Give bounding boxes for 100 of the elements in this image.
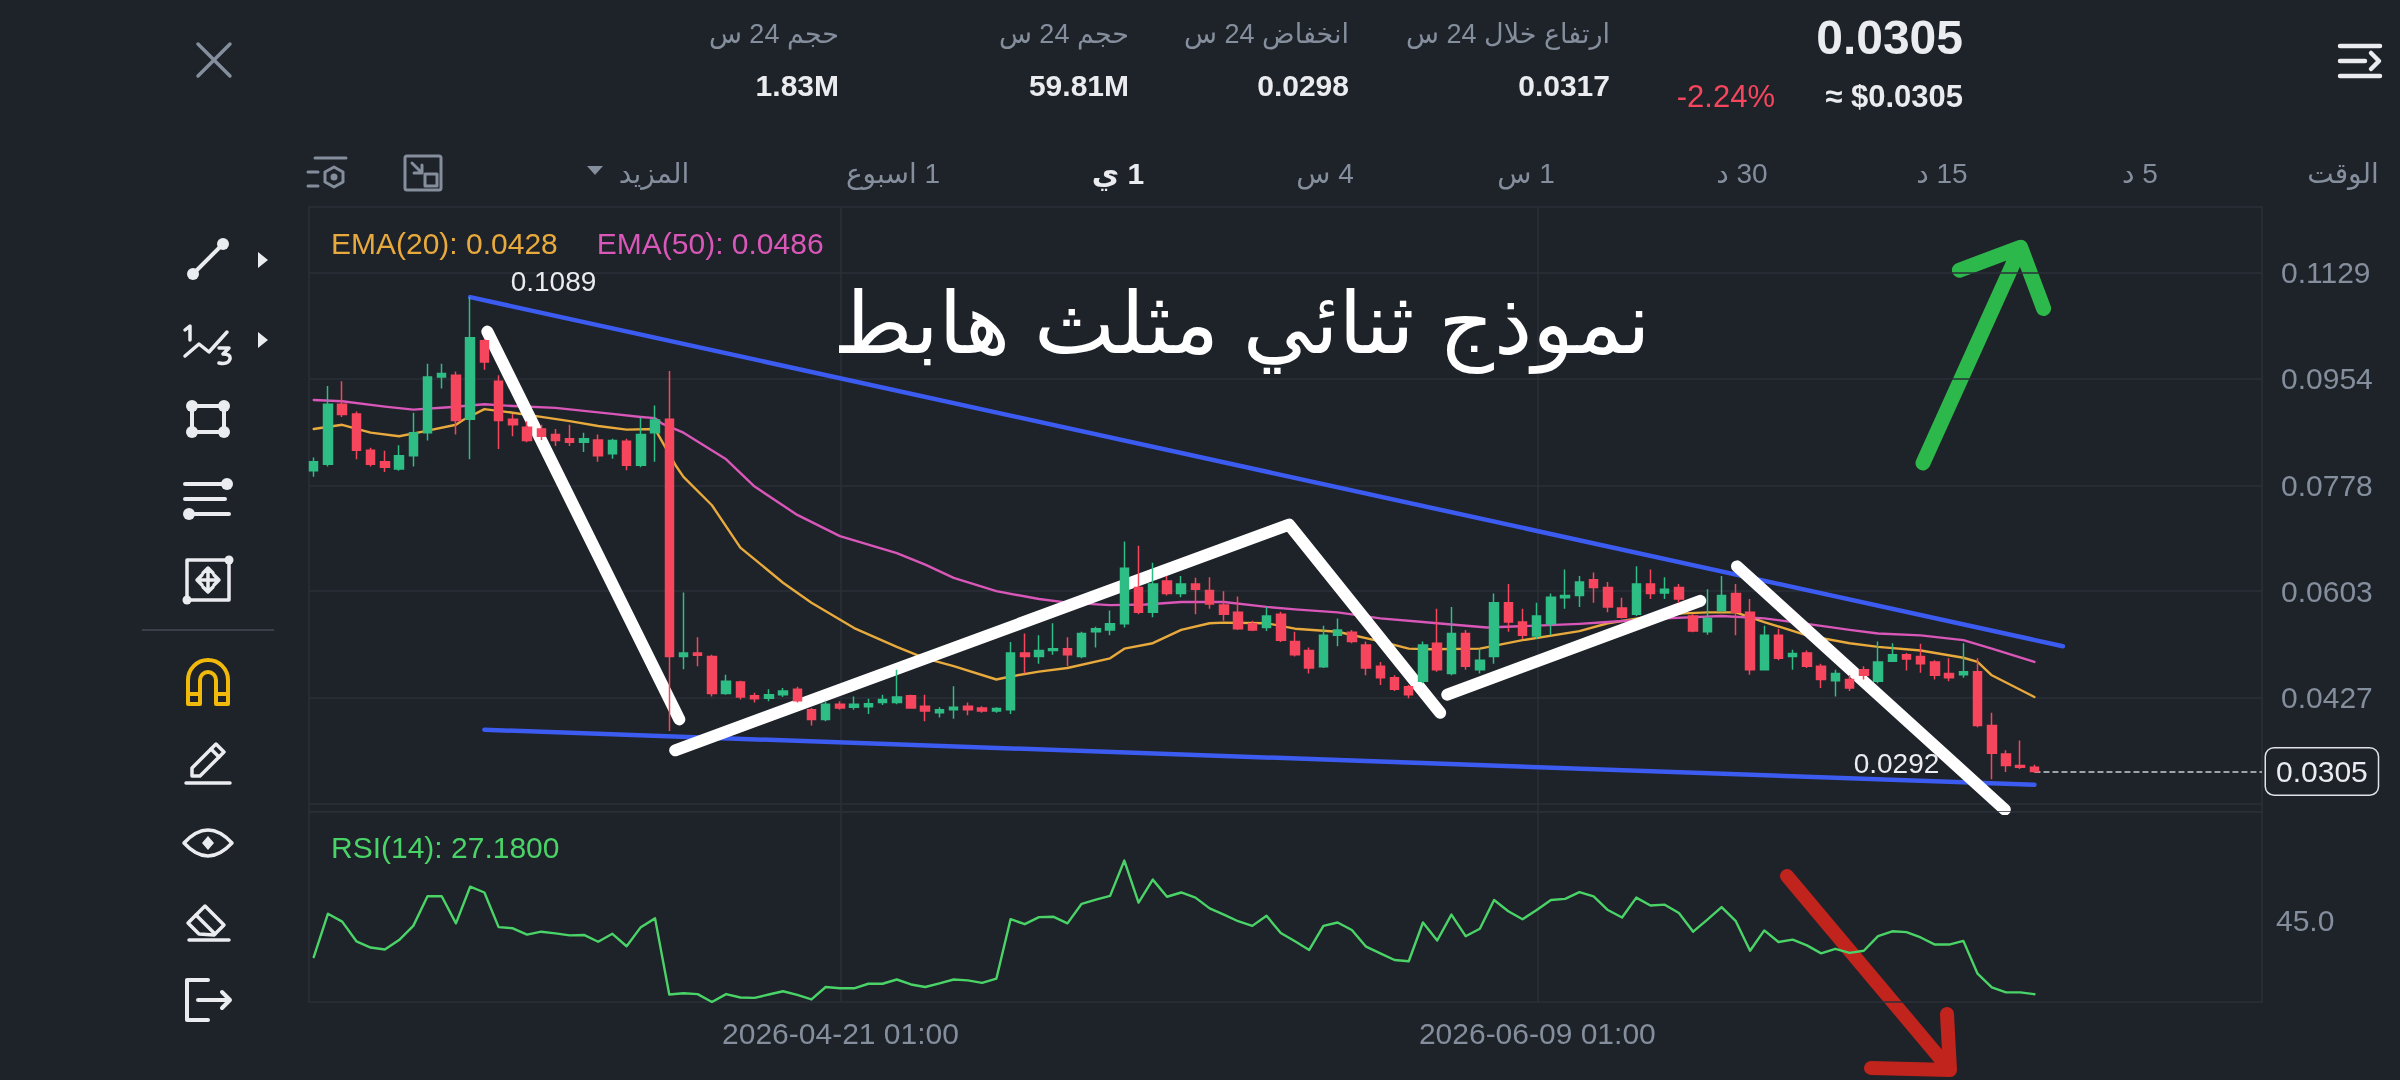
candlestick xyxy=(1417,640,1429,684)
candlestick xyxy=(1204,576,1215,610)
candlestick xyxy=(1588,571,1599,604)
text: 30 د xyxy=(1716,158,1768,189)
candlestick xyxy=(1559,568,1571,610)
candlestick xyxy=(1744,598,1756,676)
y-tick-label: 0.0603 xyxy=(2281,574,2373,608)
annotation: 0.0292 xyxy=(1853,747,1940,779)
candlestick xyxy=(1631,565,1642,617)
candlestick xyxy=(905,693,917,710)
candlestick xyxy=(322,385,334,468)
candlestick xyxy=(408,411,419,468)
candlestick xyxy=(1218,590,1230,622)
candlestick xyxy=(464,296,476,461)
text: -2.24% xyxy=(1676,78,1775,114)
candlestick xyxy=(1602,581,1614,614)
candlestick xyxy=(664,370,675,732)
candlestick xyxy=(1360,640,1372,677)
candlestick xyxy=(1047,622,1059,656)
candlestick xyxy=(934,706,945,719)
candlestick xyxy=(564,424,575,447)
candlestick xyxy=(1801,649,1813,669)
candlestick xyxy=(1190,577,1201,615)
text: EMA(20): 0.0428 xyxy=(331,226,558,260)
candlestick xyxy=(1247,620,1258,632)
candlestick xyxy=(735,679,746,701)
candlestick xyxy=(1702,588,1713,636)
candlestick xyxy=(763,688,775,703)
text: الوقت xyxy=(2307,158,2379,189)
candlestick xyxy=(1175,575,1187,598)
candlestick xyxy=(1915,643,1926,674)
text: 1 ي xyxy=(1091,157,1145,190)
candlestick xyxy=(948,685,959,720)
candlestick xyxy=(1759,624,1770,672)
candlestick xyxy=(749,692,760,704)
candlestick xyxy=(692,636,703,667)
candlestick xyxy=(792,686,803,704)
candlestick xyxy=(1545,592,1557,637)
text: حجم 24 س xyxy=(708,18,839,49)
text: 59.81M xyxy=(1028,69,1129,102)
candlestick xyxy=(1332,617,1343,647)
text: 1 اسبوع xyxy=(845,158,941,189)
text: انخفاض 24 س xyxy=(1184,18,1349,49)
candlestick xyxy=(1232,595,1244,631)
candlestick xyxy=(1815,663,1827,689)
text: 0.0298 xyxy=(1257,69,1349,102)
candlestick xyxy=(1147,561,1159,618)
candlestick xyxy=(1986,712,1998,781)
candlestick xyxy=(308,456,319,478)
candlestick xyxy=(777,687,789,698)
text: 1.83M xyxy=(755,69,839,102)
text: 0.0317 xyxy=(1518,69,1610,102)
x-tick-label: 2026-04-21 01:00 xyxy=(722,1016,959,1050)
candlestick xyxy=(1474,647,1486,675)
candlestick xyxy=(1645,568,1656,600)
text: 15 د xyxy=(1916,158,1968,189)
candlestick xyxy=(1716,575,1727,614)
text: 1 س xyxy=(1497,158,1555,189)
candlestick xyxy=(1119,540,1130,629)
annotation: 0.1089 xyxy=(510,265,597,297)
candlestick xyxy=(1687,613,1699,634)
candlestick xyxy=(1616,597,1628,620)
candlestick xyxy=(1133,545,1144,615)
candlestick xyxy=(1076,630,1087,660)
candlestick xyxy=(1033,634,1045,665)
candlestick xyxy=(1446,606,1457,677)
candlestick xyxy=(962,701,974,716)
candlestick xyxy=(479,338,490,371)
text: 0.0305 xyxy=(1816,11,1963,64)
candlestick xyxy=(1531,601,1542,640)
text: ارتفاع خلال 24 س xyxy=(1406,18,1610,49)
y-tick-label: 0.0427 xyxy=(2281,681,2373,715)
candlestick xyxy=(1431,607,1443,673)
candlestick xyxy=(891,669,903,706)
candlestick xyxy=(1659,576,1670,600)
candlestick xyxy=(919,693,931,722)
candlestick xyxy=(1929,659,1941,681)
x-tick-label: 2026-06-09 01:00 xyxy=(1418,1016,1656,1050)
text: ≈ $0.0305 xyxy=(1825,78,1963,114)
candlestick xyxy=(507,413,519,438)
y-tick-label: 0.1129 xyxy=(2281,256,2371,290)
candlestick xyxy=(1901,652,1912,672)
candlestick xyxy=(1318,624,1329,669)
candlestick xyxy=(1104,609,1116,637)
candlestick xyxy=(1403,684,1414,700)
candlestick xyxy=(351,410,362,461)
candlestick xyxy=(521,420,533,444)
candlestick xyxy=(1303,646,1315,675)
candlestick xyxy=(1773,627,1784,661)
candlestick xyxy=(1005,641,1016,715)
candlestick xyxy=(1872,640,1884,684)
text: 45.0 xyxy=(2276,903,2335,937)
candlestick xyxy=(1460,629,1471,671)
candlestick xyxy=(706,653,718,698)
candlestick xyxy=(607,437,618,460)
candlestick xyxy=(1062,636,1073,667)
candlestick xyxy=(1261,606,1272,632)
text: EMA(50): 0.0486 xyxy=(596,226,824,260)
candlestick xyxy=(1503,583,1514,633)
candlestick xyxy=(635,416,647,468)
